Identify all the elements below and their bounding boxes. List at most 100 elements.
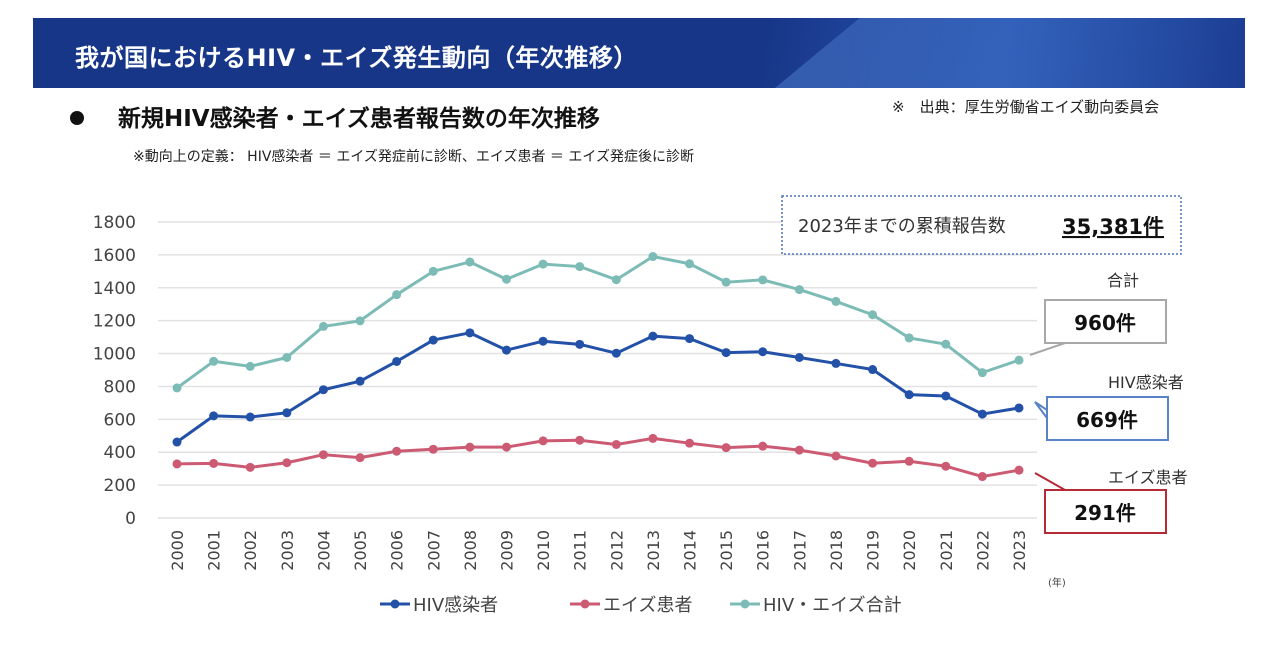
- data-point: [1014, 403, 1024, 413]
- data-point: [721, 348, 731, 358]
- x-tick-label: 2007: [424, 530, 443, 571]
- data-point: [611, 275, 621, 285]
- series-line-1: [176, 436, 1020, 479]
- x-tick-label: 2017: [790, 530, 809, 571]
- data-point: [758, 441, 768, 451]
- data-point: [209, 356, 219, 366]
- data-point: [685, 259, 695, 269]
- data-point: [575, 435, 585, 445]
- x-tick-label: 2020: [900, 530, 919, 571]
- legend-label: HIV・エイズ合計: [763, 595, 902, 616]
- data-point: [501, 274, 511, 284]
- data-point: [282, 353, 292, 363]
- x-tick-label: 2012: [607, 530, 626, 571]
- data-point: [1014, 355, 1024, 365]
- data-point: [428, 444, 438, 454]
- data-point: [868, 310, 878, 320]
- x-unit-label: (年): [1048, 576, 1066, 589]
- data-point: [282, 408, 292, 418]
- callout-pointer: [1034, 472, 1110, 491]
- x-tick-label: 2023: [1010, 530, 1029, 571]
- cumulative-label: 2023年までの累積報告数: [798, 216, 1006, 237]
- data-point: [172, 459, 182, 469]
- x-tick-label: 2000: [168, 530, 187, 571]
- data-point: [355, 376, 365, 386]
- data-point: [318, 321, 328, 331]
- data-point: [611, 439, 621, 449]
- data-point: [465, 328, 475, 338]
- x-tick-label: 2006: [388, 530, 407, 571]
- data-point: [721, 443, 731, 453]
- y-tick-label: 1800: [93, 213, 136, 233]
- data-point: [794, 285, 804, 295]
- data-point: [465, 257, 475, 267]
- y-tick-label: 1400: [93, 279, 136, 299]
- page-title: 我が国におけるHIV・エイズ発生動向（年次推移）: [75, 44, 638, 72]
- y-tick-label: 400: [104, 443, 136, 463]
- data-point: [318, 385, 328, 395]
- callout-label-aids: エイズ患者: [1108, 468, 1188, 487]
- y-tick-label: 600: [104, 410, 136, 430]
- data-point: [648, 433, 658, 443]
- data-point: [977, 472, 987, 482]
- data-point: [209, 458, 219, 468]
- x-tick-label: 2021: [937, 530, 956, 571]
- legend-label: エイズ患者: [603, 595, 692, 616]
- y-tick-label: 1200: [93, 312, 136, 332]
- x-tick-label: 2009: [497, 530, 516, 571]
- callout-value-hiv: 669件: [1076, 408, 1138, 432]
- data-point: [941, 339, 951, 349]
- x-tick-label: 2015: [717, 530, 736, 571]
- data-point: [538, 436, 548, 446]
- data-point: [758, 347, 768, 357]
- header-banner: 我が国におけるHIV・エイズ発生動向（年次推移）: [33, 18, 1245, 88]
- cumulative-value: 35,381件: [1062, 215, 1164, 239]
- callout-label-hiv: HIV感染者: [1108, 373, 1184, 392]
- data-point: [941, 391, 951, 401]
- legend-label: HIV感染者: [413, 595, 498, 616]
- data-point: [428, 335, 438, 345]
- data-point: [465, 442, 475, 452]
- data-point: [575, 339, 585, 349]
- x-tick-label: 2011: [571, 530, 590, 571]
- y-tick-label: 800: [104, 377, 136, 397]
- data-point: [977, 409, 987, 419]
- data-point: [721, 277, 731, 287]
- data-point: [831, 296, 841, 306]
- data-point: [685, 334, 695, 344]
- banner-decoration: [775, 18, 1245, 88]
- x-tick-label: 2005: [351, 530, 370, 571]
- x-tick-label: 2019: [864, 530, 883, 571]
- chart-heading-text: 新規HIV感染者・エイズ患者報告数の年次推移: [118, 106, 600, 132]
- x-tick-label: 2003: [278, 530, 297, 571]
- data-point: [172, 383, 182, 393]
- data-point: [538, 259, 548, 269]
- source-note: ※ 出典：厚生労働省エイズ動向委員会: [892, 98, 1160, 116]
- data-point: [758, 275, 768, 285]
- cumulative-box: [781, 195, 1182, 255]
- x-tick-label: 2008: [461, 530, 480, 571]
- data-point: [831, 358, 841, 368]
- data-point: [392, 356, 402, 366]
- bullet-icon: [70, 110, 84, 125]
- series-line-2: [176, 255, 1020, 390]
- data-point: [648, 331, 658, 341]
- definition-note: ※動向上の定義： HIV感染者 ＝ エイズ発症前に診断、エイズ患者 ＝ エイズ発…: [133, 149, 694, 165]
- series-line-0: [176, 331, 1020, 444]
- data-point: [209, 411, 219, 421]
- x-tick-label: 2016: [754, 530, 773, 571]
- data-point: [831, 451, 841, 461]
- data-point: [868, 365, 878, 375]
- data-point: [904, 390, 914, 400]
- data-point: [611, 348, 621, 358]
- data-point: [355, 453, 365, 463]
- x-tick-label: 2014: [681, 530, 700, 571]
- legend-marker: [580, 599, 590, 609]
- data-point: [428, 266, 438, 276]
- data-point: [501, 345, 511, 355]
- data-point: [794, 445, 804, 455]
- data-point: [355, 316, 365, 326]
- x-tick-label: 2018: [827, 530, 846, 571]
- data-point: [501, 442, 511, 452]
- x-tick-label: 2002: [241, 530, 260, 571]
